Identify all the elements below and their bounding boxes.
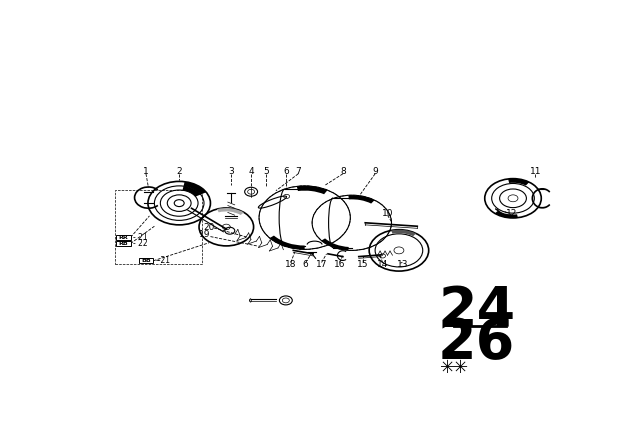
- Wedge shape: [297, 186, 328, 194]
- Text: 4: 4: [248, 167, 254, 176]
- Text: ✳: ✳: [440, 359, 456, 377]
- Text: 10: 10: [382, 209, 393, 218]
- Text: 11: 11: [529, 167, 541, 176]
- Text: 12: 12: [506, 209, 517, 218]
- Ellipse shape: [259, 196, 287, 208]
- Wedge shape: [391, 230, 416, 236]
- Text: 1: 1: [143, 167, 149, 176]
- Text: 18: 18: [285, 260, 296, 269]
- Text: 14: 14: [377, 260, 388, 269]
- Wedge shape: [217, 208, 244, 215]
- Text: --21: --21: [156, 256, 171, 265]
- Bar: [115, 190, 202, 264]
- Text: RR: RR: [118, 235, 128, 240]
- Text: 3: 3: [228, 167, 234, 176]
- Text: 9: 9: [372, 167, 378, 176]
- Bar: [116, 241, 131, 246]
- Wedge shape: [269, 236, 305, 250]
- Text: 17: 17: [316, 260, 327, 269]
- Text: 6: 6: [303, 260, 308, 269]
- Text: - 21: - 21: [133, 233, 148, 242]
- Text: BB: BB: [141, 258, 151, 263]
- Text: 16: 16: [333, 260, 345, 269]
- Wedge shape: [348, 195, 374, 203]
- Bar: [138, 258, 154, 263]
- Text: RB: RB: [118, 241, 128, 246]
- Text: 7: 7: [296, 167, 301, 176]
- Text: 20: 20: [204, 224, 214, 233]
- Text: ✳: ✳: [453, 359, 468, 377]
- Text: - 22: - 22: [133, 239, 148, 248]
- Text: 26: 26: [438, 317, 515, 370]
- Text: 19: 19: [199, 230, 211, 239]
- Wedge shape: [321, 238, 349, 250]
- Text: 5: 5: [263, 167, 269, 176]
- Text: 15: 15: [357, 260, 369, 269]
- Wedge shape: [495, 211, 518, 218]
- Bar: [116, 235, 131, 240]
- Text: 8: 8: [340, 167, 346, 176]
- Wedge shape: [508, 179, 529, 185]
- Text: 24: 24: [438, 284, 515, 338]
- Wedge shape: [182, 186, 201, 197]
- Text: 2: 2: [177, 167, 182, 176]
- Wedge shape: [184, 182, 206, 194]
- Text: 13: 13: [397, 260, 408, 269]
- Text: 6: 6: [283, 167, 289, 176]
